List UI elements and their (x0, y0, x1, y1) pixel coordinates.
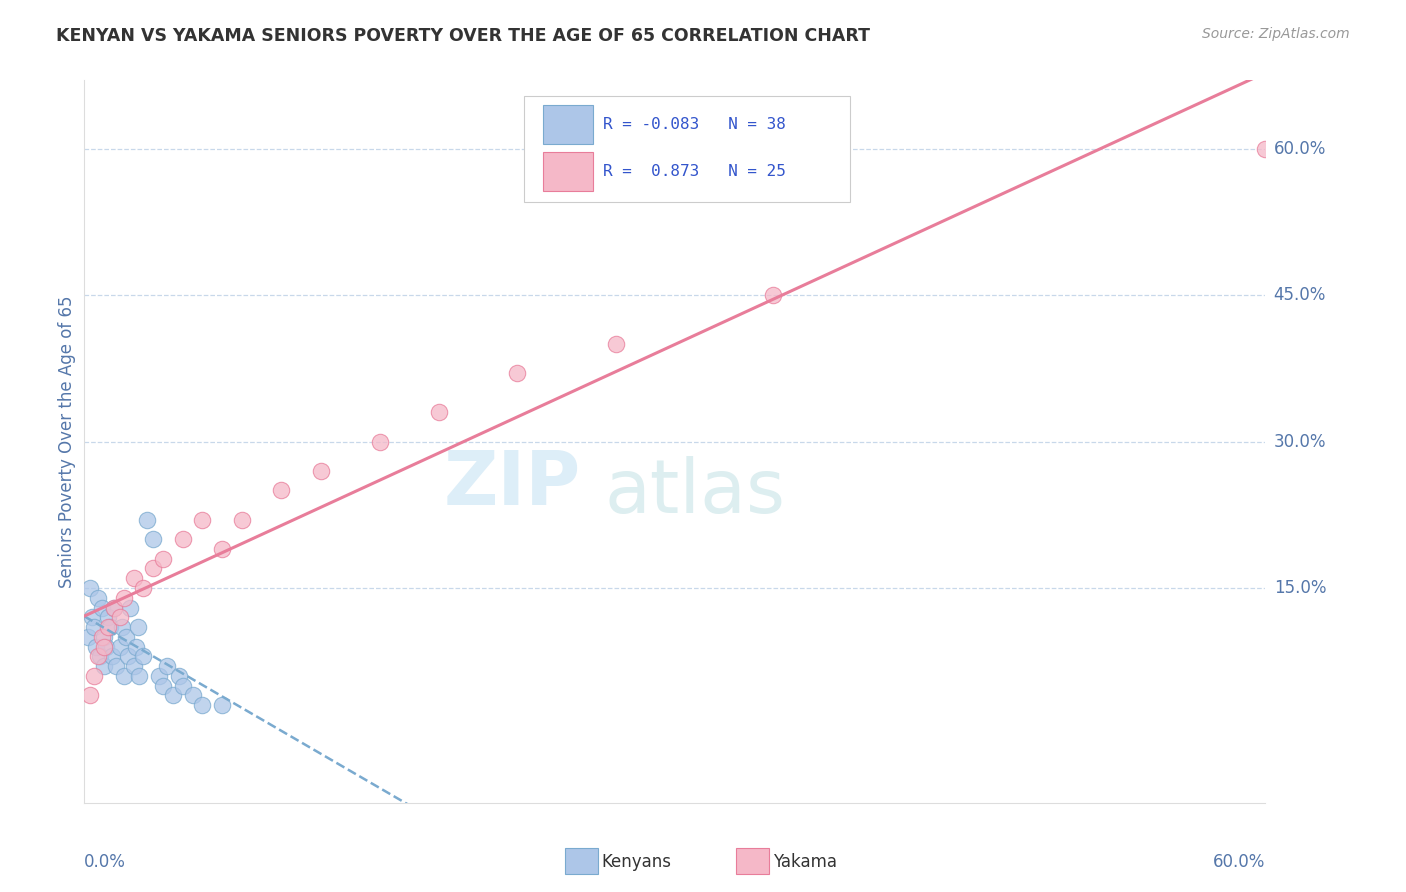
Point (142, 532, 165, 546)
Point (83, 620, 105, 634)
Point (97, 620, 120, 634)
Point (93, 630, 115, 644)
Point (118, 600, 141, 615)
Point (87, 649, 110, 664)
Point (112, 591, 135, 605)
Point (762, 288, 785, 302)
Point (427, 405, 450, 419)
Point (270, 483, 292, 498)
Point (77, 630, 100, 644)
Point (1254, 142, 1277, 156)
Point (136, 513, 159, 527)
FancyBboxPatch shape (523, 96, 849, 202)
Text: 30.0%: 30.0% (1274, 433, 1326, 450)
Point (127, 620, 149, 634)
Y-axis label: Seniors Poverty Over the Age of 65: Seniors Poverty Over the Age of 65 (58, 295, 76, 588)
Point (108, 610, 131, 624)
FancyBboxPatch shape (543, 104, 593, 145)
FancyBboxPatch shape (543, 152, 593, 191)
Point (132, 581, 155, 595)
Text: Kenyans: Kenyans (602, 854, 672, 871)
Point (79, 581, 101, 595)
Point (162, 689, 184, 703)
Point (82, 610, 104, 624)
FancyBboxPatch shape (565, 847, 598, 873)
Point (506, 366, 529, 380)
Point (191, 698, 214, 713)
Point (309, 464, 332, 478)
Point (93, 640, 115, 654)
Text: atlas: atlas (605, 456, 785, 529)
Point (191, 513, 214, 527)
Point (114, 630, 136, 644)
Text: Source: ZipAtlas.com: Source: ZipAtlas.com (1202, 27, 1350, 41)
Point (104, 659, 127, 673)
Text: KENYAN VS YAKAMA SENIORS POVERTY OVER THE AGE OF 65 CORRELATION CHART: KENYAN VS YAKAMA SENIORS POVERTY OVER TH… (56, 27, 870, 45)
Text: 45.0%: 45.0% (1274, 286, 1326, 304)
Point (112, 669, 135, 683)
Point (132, 649, 155, 664)
Point (94, 640, 117, 654)
Point (91, 630, 114, 644)
Point (97, 610, 120, 624)
Point (142, 561, 165, 575)
Point (89, 649, 111, 664)
Point (93, 659, 115, 673)
Point (101, 649, 124, 664)
Point (128, 669, 150, 683)
Point (211, 541, 233, 556)
Point (172, 532, 194, 546)
Text: 15.0%: 15.0% (1274, 579, 1326, 597)
Point (156, 659, 179, 673)
Point (103, 600, 125, 615)
Point (83, 669, 105, 683)
Point (172, 679, 194, 693)
Text: 60.0%: 60.0% (1274, 140, 1326, 158)
Point (124, 640, 146, 654)
Text: R =  0.873   N = 25: R = 0.873 N = 25 (603, 164, 786, 179)
Text: ZIP: ZIP (443, 449, 581, 522)
Point (181, 689, 204, 703)
FancyBboxPatch shape (737, 847, 769, 873)
Point (91, 600, 114, 615)
Point (605, 337, 627, 351)
Point (152, 551, 174, 566)
Point (148, 669, 170, 683)
Point (79, 689, 101, 703)
Point (122, 659, 145, 673)
Point (87, 591, 110, 605)
Point (111, 620, 134, 634)
Point (231, 513, 253, 527)
Point (152, 679, 174, 693)
Text: R = -0.083   N = 38: R = -0.083 N = 38 (603, 117, 786, 132)
Point (122, 571, 145, 585)
Point (84, 640, 107, 654)
Point (211, 698, 233, 713)
Point (117, 649, 139, 664)
Text: Yakama: Yakama (773, 854, 837, 871)
Point (98, 620, 121, 634)
Text: 60.0%: 60.0% (1213, 854, 1265, 871)
Point (103, 600, 125, 615)
Point (167, 669, 190, 683)
Point (368, 434, 391, 449)
Text: 0.0%: 0.0% (84, 854, 127, 871)
Point (108, 640, 131, 654)
